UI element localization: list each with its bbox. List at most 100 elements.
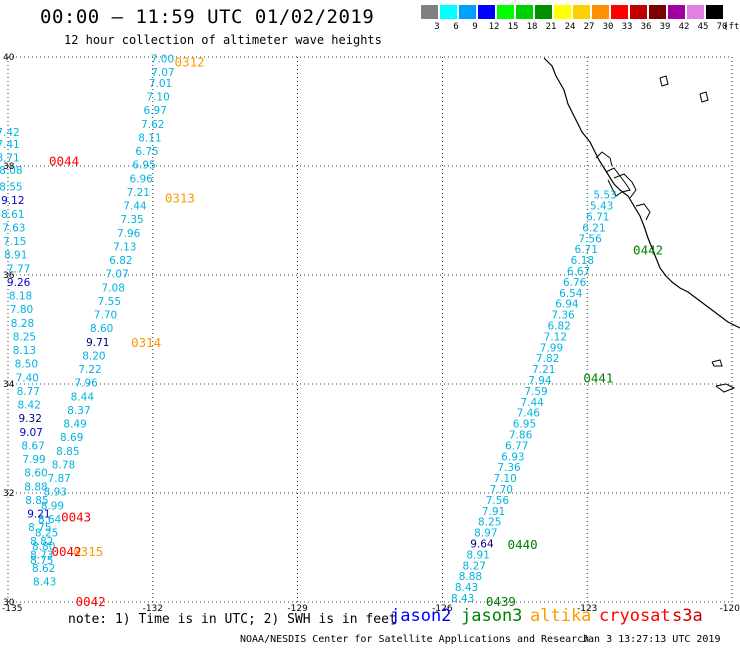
wave-height-value: 7.00 — [151, 53, 174, 65]
wave-height-value: 8.67 — [21, 440, 44, 452]
pass-time-label: 0042 — [76, 594, 106, 609]
legend-cryosat: cryosat — [599, 606, 671, 626]
wave-height-value: 7.22 — [78, 364, 101, 376]
units-note: note: 1) Time is in UTC; 2) SWH is in fe… — [68, 612, 397, 627]
wave-height-value: 6.77 — [505, 440, 528, 452]
legend-swatch — [535, 5, 552, 19]
wave-height-value: 7.77 — [7, 263, 30, 275]
wave-height-value: 9.07 — [19, 427, 42, 439]
wave-height-value: 8.82 — [30, 536, 53, 548]
wave-height-value: 5.53 — [593, 190, 616, 202]
footer-credit: NOAA/NESDIS Center for Satellite Applica… — [240, 634, 590, 645]
wave-height-value: 7.62 — [141, 119, 164, 131]
wave-height-value: 8.50 — [15, 359, 38, 371]
wave-height-value: 8.91 — [466, 549, 489, 561]
california-coastline — [543, 57, 740, 329]
legend-swatch — [459, 5, 476, 19]
wave-height-value: 9.26 — [7, 277, 31, 289]
wave-height-value: 8.11 — [138, 132, 161, 144]
legend-label: 33 — [621, 22, 633, 32]
wave-height-value: 8.85 — [56, 446, 79, 458]
wave-height-value: 7.82 — [536, 353, 559, 365]
legend-swatch — [573, 5, 590, 19]
lon-tick-label: -135 — [2, 604, 22, 614]
wave-height-value: 7.80 — [10, 304, 33, 316]
wave-height-value: 6.76 — [563, 277, 587, 289]
map-subtitle: 12 hour collection of altimeter wave hei… — [64, 33, 382, 47]
wave-height-value: 9.12 — [1, 195, 24, 207]
wave-height-value: 8.73 — [30, 549, 53, 561]
wave-height-value: 8.60 — [90, 323, 113, 335]
wave-height-value: 7.46 — [517, 408, 541, 420]
lat-tick-label: 40 — [3, 53, 15, 63]
pass-time-label: 0313 — [165, 191, 195, 206]
legend-label: 27 — [583, 22, 595, 32]
wave-height-value: 8.93 — [44, 487, 67, 499]
wave-height-value: 8.25 — [478, 517, 501, 529]
lake-tahoe-outline — [699, 91, 709, 103]
wave-height-value: 7.42 — [0, 127, 20, 139]
wave-height-value: 8.99 — [41, 500, 64, 512]
wave-height-value: 8.75 — [28, 522, 51, 534]
wave-height-value: 7.56 — [486, 495, 510, 507]
wave-height-value: 7.94 — [528, 375, 552, 387]
wave-height-value: 6.95 — [513, 419, 536, 431]
lon-tick-label: -129 — [287, 604, 308, 614]
wave-height-value: 7.10 — [493, 473, 516, 485]
legend-label: 39 — [659, 22, 671, 32]
wave-height-value: 8.55 — [0, 182, 23, 194]
lat-tick-label: 32 — [3, 489, 14, 499]
legend-label: 45 — [697, 22, 709, 32]
wave-height-value: 8.42 — [18, 400, 41, 412]
wave-height-value: 8.37 — [67, 405, 90, 417]
legend-unit: (ft) — [723, 22, 740, 32]
wave-height-value: 6.82 — [548, 321, 571, 333]
legend-swatch — [516, 5, 533, 19]
wave-height-value: 8.49 — [63, 419, 86, 431]
wave-height-value: 7.99 — [540, 342, 563, 354]
wave-height-value: 8.85 — [25, 495, 48, 507]
wave-height-value: 6.54 — [559, 288, 583, 300]
legend-swatch — [611, 5, 628, 19]
wave-height-value: 8.25 — [35, 528, 58, 540]
legend-swatch — [440, 5, 457, 19]
wave-height-value: 8.71 — [0, 153, 20, 165]
wave-height-value: 7.07 — [105, 269, 128, 281]
wave-height-value: 8.62 — [32, 563, 55, 575]
legend-swatch — [649, 5, 666, 19]
coastline — [543, 57, 740, 393]
wave-height-value: 7.10 — [146, 92, 169, 104]
wave-height-value: 9.71 — [86, 337, 109, 349]
wave-height-value: 7.70 — [490, 484, 513, 496]
wave-height-value: 6.96 — [130, 173, 154, 185]
wave-height-value: 9.32 — [19, 413, 42, 425]
lat-lon-grid — [7, 56, 733, 603]
wave-height-value: 6.71 — [586, 212, 609, 224]
island-outline-2 — [711, 359, 723, 367]
wave-height-value: 8.25 — [13, 331, 36, 343]
pass-time-labels: 0312 0313 0314 0315 0044 0043 0042 0042 0442 0441… — [49, 54, 663, 609]
wave-height-value: 8.91 — [4, 250, 27, 262]
wave-height-value: 7.56 — [578, 233, 602, 245]
legend-jason3: jason3 — [461, 606, 523, 626]
wave-height-value: 6.97 — [144, 105, 167, 117]
wave-height-value: 7.86 — [509, 430, 533, 442]
wave-height-value: 6.75 — [135, 146, 158, 158]
wave-height-value: 8.20 — [82, 350, 105, 362]
bay-delta-outline — [595, 151, 613, 167]
wave-height-tracks: 7.007.077.017.106.977.628.116.756.956.96… — [0, 53, 617, 605]
lake-outline — [659, 75, 669, 87]
wave-height-value: 7.36 — [551, 310, 575, 322]
legend-swatch — [554, 5, 571, 19]
wave-height-value: 8.64 — [38, 514, 62, 526]
pass-time-label: 0312 — [175, 54, 205, 69]
wave-height-value: 8.61 — [1, 209, 24, 221]
pass-time-label: 0439 — [486, 594, 516, 609]
wave-height-value: 8.08 — [0, 165, 23, 177]
legend-swatch — [497, 5, 514, 19]
wave-height-value: 9.64 — [470, 539, 494, 551]
wave-height-value: 8.13 — [13, 345, 36, 357]
wave-height-value: 7.96 — [74, 378, 98, 390]
legend-swatch — [687, 5, 704, 19]
wave-height-value: 7.87 — [47, 473, 70, 485]
